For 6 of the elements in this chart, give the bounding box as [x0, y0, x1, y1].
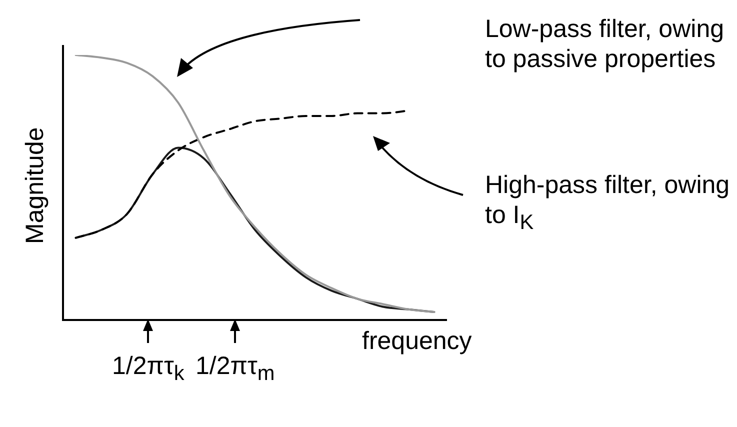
y-axis-title: Magnitude	[20, 126, 50, 244]
text: 1/2πτ$_{m}$	[196, 352, 275, 387]
text: 1/2πτ$_{k}$	[112, 352, 184, 387]
text: High-pass filter, owing to I$_{K}$	[485, 170, 731, 236]
x-axis-title: frequency	[362, 326, 472, 356]
text: Low-pass filter, owing to passive properties	[485, 14, 726, 74]
